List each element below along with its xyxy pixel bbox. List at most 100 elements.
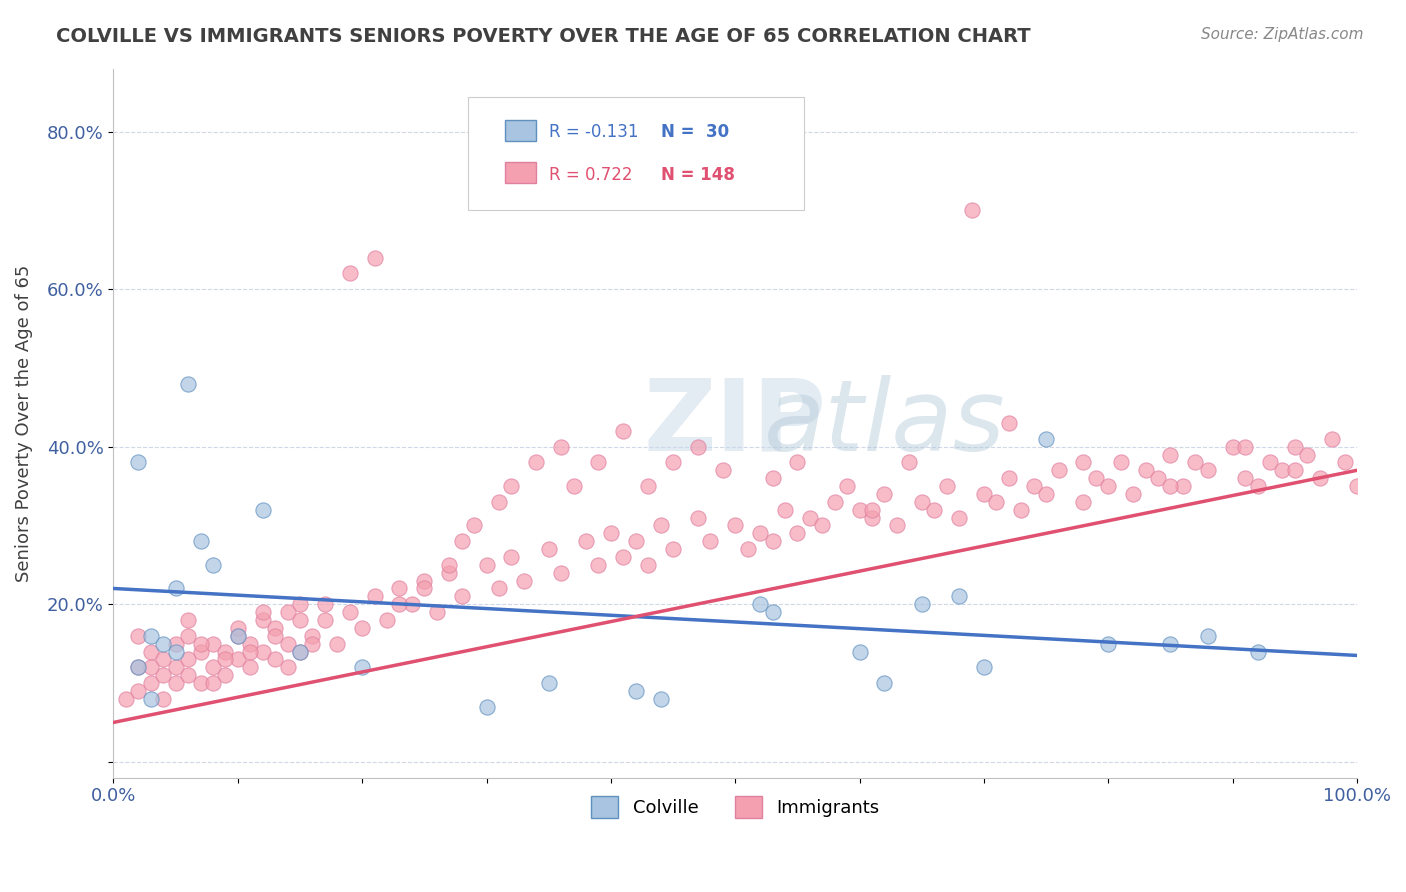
Point bbox=[799, 510, 821, 524]
Point bbox=[288, 597, 311, 611]
Text: N =  30: N = 30 bbox=[661, 123, 728, 141]
Point bbox=[127, 629, 149, 643]
Point bbox=[588, 558, 610, 572]
Text: atlas: atlas bbox=[763, 375, 1005, 472]
Point bbox=[848, 502, 870, 516]
Point bbox=[190, 644, 212, 658]
Point bbox=[152, 691, 174, 706]
Point bbox=[650, 691, 672, 706]
Point bbox=[139, 629, 162, 643]
Point bbox=[413, 582, 436, 596]
Point bbox=[1073, 455, 1095, 469]
Point bbox=[388, 582, 411, 596]
Point bbox=[1135, 463, 1157, 477]
Point bbox=[786, 455, 808, 469]
Point bbox=[401, 597, 423, 611]
Point bbox=[226, 629, 249, 643]
Point bbox=[998, 416, 1021, 430]
Point bbox=[288, 613, 311, 627]
Point bbox=[363, 590, 385, 604]
Point bbox=[662, 455, 685, 469]
Text: R = -0.131: R = -0.131 bbox=[548, 123, 638, 141]
Point bbox=[773, 502, 796, 516]
Point bbox=[786, 526, 808, 541]
Point bbox=[226, 652, 249, 666]
Y-axis label: Seniors Poverty Over the Age of 65: Seniors Poverty Over the Age of 65 bbox=[15, 264, 32, 582]
Point bbox=[239, 660, 262, 674]
Point bbox=[177, 629, 200, 643]
Point bbox=[562, 479, 585, 493]
Point bbox=[737, 542, 759, 557]
Point bbox=[1320, 432, 1343, 446]
Point bbox=[1159, 637, 1181, 651]
Point bbox=[588, 455, 610, 469]
Text: COLVILLE VS IMMIGRANTS SENIORS POVERTY OVER THE AGE OF 65 CORRELATION CHART: COLVILLE VS IMMIGRANTS SENIORS POVERTY O… bbox=[56, 27, 1031, 45]
Point bbox=[413, 574, 436, 588]
Point bbox=[1109, 455, 1132, 469]
Point bbox=[277, 660, 299, 674]
Point bbox=[1184, 455, 1206, 469]
Point bbox=[973, 487, 995, 501]
Point bbox=[326, 637, 349, 651]
Point bbox=[127, 660, 149, 674]
Point bbox=[288, 644, 311, 658]
Point bbox=[1309, 471, 1331, 485]
Point bbox=[127, 455, 149, 469]
Legend: Colville, Immigrants: Colville, Immigrants bbox=[583, 789, 887, 825]
Point bbox=[239, 644, 262, 658]
Point bbox=[886, 518, 908, 533]
Point bbox=[190, 534, 212, 549]
Point bbox=[277, 637, 299, 651]
Point bbox=[1246, 644, 1268, 658]
Point bbox=[475, 699, 498, 714]
FancyBboxPatch shape bbox=[505, 120, 536, 141]
Point bbox=[252, 644, 274, 658]
Point bbox=[165, 676, 187, 690]
Point bbox=[537, 542, 560, 557]
Point bbox=[1222, 440, 1244, 454]
Point bbox=[873, 676, 896, 690]
Point bbox=[948, 510, 970, 524]
Point bbox=[650, 518, 672, 533]
Point bbox=[375, 613, 398, 627]
Point bbox=[277, 605, 299, 619]
Text: R = 0.722: R = 0.722 bbox=[548, 166, 633, 184]
Point bbox=[177, 613, 200, 627]
Point bbox=[139, 676, 162, 690]
Point bbox=[1022, 479, 1045, 493]
Point bbox=[152, 668, 174, 682]
Point bbox=[501, 479, 523, 493]
Point bbox=[637, 479, 659, 493]
Point bbox=[1010, 502, 1032, 516]
Point bbox=[749, 597, 772, 611]
Point bbox=[190, 676, 212, 690]
Point bbox=[201, 637, 224, 651]
Point bbox=[1284, 440, 1306, 454]
Point bbox=[127, 660, 149, 674]
Point bbox=[612, 424, 634, 438]
Point bbox=[624, 534, 647, 549]
Point bbox=[1159, 479, 1181, 493]
Point bbox=[761, 534, 783, 549]
Point bbox=[463, 518, 485, 533]
Point bbox=[1333, 455, 1355, 469]
Point bbox=[837, 479, 859, 493]
Point bbox=[426, 605, 449, 619]
Point bbox=[252, 613, 274, 627]
Point bbox=[439, 558, 461, 572]
Point bbox=[450, 534, 472, 549]
Point bbox=[152, 637, 174, 651]
Point bbox=[252, 605, 274, 619]
Point bbox=[177, 376, 200, 391]
Point bbox=[711, 463, 734, 477]
Point bbox=[575, 534, 598, 549]
Point bbox=[339, 266, 361, 280]
Point bbox=[288, 644, 311, 658]
Point bbox=[960, 203, 983, 218]
Point bbox=[699, 534, 721, 549]
Point bbox=[761, 605, 783, 619]
Point bbox=[537, 676, 560, 690]
Point bbox=[352, 621, 374, 635]
Point bbox=[214, 668, 236, 682]
Point bbox=[1035, 432, 1057, 446]
